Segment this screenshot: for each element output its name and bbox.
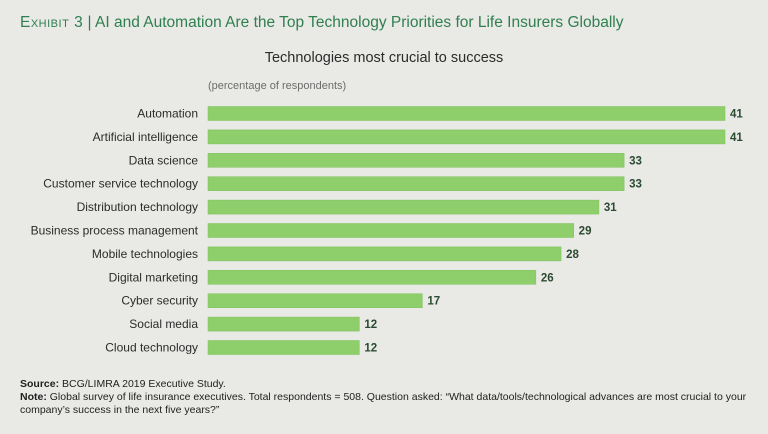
bar-mobile-technologies	[207, 246, 562, 262]
value-label-automation: 41	[730, 109, 743, 121]
bar-artificial-intelligence	[207, 129, 726, 145]
value-label-business-process-management: 29	[579, 226, 592, 238]
category-label-automation: Automation	[137, 107, 198, 121]
category-label-customer-service-technology: Customer service technology	[43, 177, 198, 191]
exhibit-label: Exhibit 3	[20, 14, 84, 31]
value-label-social-media: 12	[364, 319, 377, 331]
exhibit-separator: |	[87, 14, 92, 31]
footer: Source: BCG/LIMRA 2019 Executive Study. …	[20, 378, 750, 417]
value-label-cloud-technology: 12	[364, 343, 377, 355]
category-label-artificial-intelligence: Artificial intelligence	[93, 130, 199, 144]
category-label-social-media: Social media	[129, 317, 198, 331]
category-label-cloud-technology: Cloud technology	[105, 341, 198, 355]
source-text: BCG/LIMRA 2019 Executive Study.	[62, 378, 226, 390]
category-label-cyber-security: Cyber security	[121, 294, 198, 308]
value-label-cyber-security: 17	[427, 296, 440, 308]
category-label-mobile-technologies: Mobile technologies	[92, 247, 198, 261]
category-label-data-science: Data science	[129, 153, 199, 167]
bar-digital-marketing	[207, 270, 537, 285]
value-label-distribution-technology: 31	[604, 202, 617, 214]
category-label-business-process-management: Business process management	[31, 224, 199, 238]
bar-automation	[207, 106, 726, 121]
note-text: Global survey of life insurance executiv…	[20, 391, 747, 416]
value-label-digital-marketing: 26	[541, 272, 554, 284]
chart-title: Technologies most crucial to success	[264, 50, 504, 66]
value-label-data-science: 33	[629, 155, 642, 167]
source-label: Source:	[20, 378, 60, 390]
bar-cyber-security	[207, 293, 423, 308]
bar-cloud-technology	[207, 340, 360, 355]
bar-customer-service-technology	[207, 176, 625, 191]
value-label-mobile-technologies: 28	[566, 249, 579, 261]
bar-business-process-management	[207, 223, 574, 238]
exhibit-header: Exhibit 3 | AI and Automation Are the To…	[20, 14, 623, 32]
category-label-distribution-technology: Distribution technology	[77, 200, 198, 214]
source-line: Source: BCG/LIMRA 2019 Executive Study.	[20, 378, 750, 391]
category-label-digital-marketing: Digital marketing	[109, 270, 198, 284]
value-label-customer-service-technology: 33	[629, 179, 642, 191]
bar-data-science	[207, 153, 625, 168]
note-label: Note:	[20, 391, 47, 403]
bar-distribution-technology	[207, 199, 600, 215]
bar-chart: Automation 41 Artificial intelligence 41 Dat…	[31, 106, 743, 355]
note-line: Note: Global survey of life insurance ex…	[20, 391, 750, 417]
exhibit-title: AI and Automation Are the Top Technology…	[95, 14, 624, 31]
unit-label: (percentage of respondents)	[208, 80, 347, 92]
value-label-artificial-intelligence: 41	[730, 132, 743, 144]
bar-social-media	[207, 316, 360, 332]
